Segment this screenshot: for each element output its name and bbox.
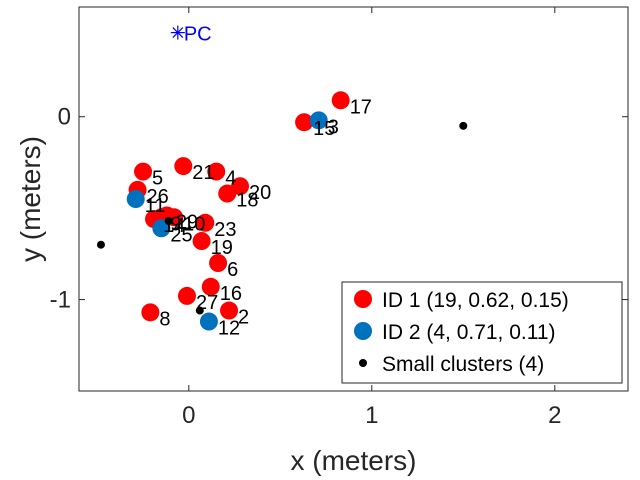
point-label-19: 19 xyxy=(211,237,233,259)
point-label-4: 4 xyxy=(225,168,236,190)
x-tick-label: 2 xyxy=(548,402,561,429)
data-point-16 xyxy=(201,277,220,296)
legend-label-0: ID 1 (19, 0.62, 0.15) xyxy=(382,289,569,312)
x-tick-label: 1 xyxy=(365,402,378,429)
axis-ticks: 0 1 2-10 xyxy=(50,7,628,429)
data-point-20 xyxy=(231,177,250,196)
y-tick-label: 0 xyxy=(58,104,71,131)
data-point-2 xyxy=(220,301,239,320)
legend-box xyxy=(341,281,623,384)
point-label-26: 26 xyxy=(147,186,169,208)
point-label-6: 6 xyxy=(227,259,238,281)
data-point-5 xyxy=(134,162,153,181)
small-cluster-point xyxy=(164,216,173,225)
pc-marker-group: PC xyxy=(170,24,212,46)
point-label-23: 23 xyxy=(214,219,236,241)
small-cluster-point xyxy=(459,121,468,130)
legend-marker-0 xyxy=(354,290,372,308)
legend-marker-1 xyxy=(354,322,372,340)
data-point-23 xyxy=(196,213,215,232)
data-point-12 xyxy=(199,312,218,331)
data-point-27 xyxy=(177,286,196,305)
point-label-5: 5 xyxy=(152,168,163,190)
point-label-14: 14 xyxy=(163,215,185,237)
point-label-25: 25 xyxy=(170,224,192,246)
point-label-18: 18 xyxy=(236,190,258,212)
axes-box xyxy=(78,6,629,392)
legend-label-1: ID 2 (4, 0.71, 0.11) xyxy=(382,321,556,344)
x-axis-label: x (meters) xyxy=(291,445,417,476)
legend: ID 1 (19, 0.62, 0.15) ID 2 (4, 0.71, 0.11… xyxy=(341,281,623,384)
y-tick-label: -1 xyxy=(50,287,71,314)
star-stroke xyxy=(172,27,184,39)
data-point-21 xyxy=(174,157,193,176)
data-point-6 xyxy=(209,254,228,272)
point-label-17: 17 xyxy=(350,96,372,118)
data-point-15 xyxy=(295,113,314,132)
legend-marker-2 xyxy=(359,359,367,367)
point-label-12: 12 xyxy=(218,318,240,340)
point-label-3: 3 xyxy=(328,116,339,138)
legend-label-2: Small clusters (4) xyxy=(382,353,544,376)
small-cluster-point xyxy=(195,306,204,315)
pc-star-marker xyxy=(170,25,185,40)
point-label-27: 27 xyxy=(196,292,218,314)
point-label-9: 9 xyxy=(170,213,181,235)
point-label-21: 21 xyxy=(192,162,214,184)
small-cluster-point xyxy=(96,240,105,249)
point-label-8: 8 xyxy=(159,308,170,330)
point-label-2: 2 xyxy=(238,307,249,329)
data-point-19 xyxy=(192,232,211,251)
point-label-15: 15 xyxy=(313,118,335,140)
y-axis-label: y (meters) xyxy=(15,136,46,262)
x-tick-label: 0 xyxy=(182,402,195,429)
point-label-20: 20 xyxy=(249,182,271,204)
point-label-29: 29 xyxy=(176,211,198,233)
point-label-11: 11 xyxy=(145,195,166,217)
point-label-16: 16 xyxy=(220,283,242,305)
data-point-17 xyxy=(331,91,350,110)
data-point-3 xyxy=(309,111,328,130)
pc-label: PC xyxy=(184,24,212,46)
point-label-10: 10 xyxy=(183,213,205,235)
points-layer xyxy=(96,91,468,331)
data-point-8 xyxy=(141,303,160,322)
data-point-11 xyxy=(126,190,145,208)
data-point-4 xyxy=(207,162,226,181)
